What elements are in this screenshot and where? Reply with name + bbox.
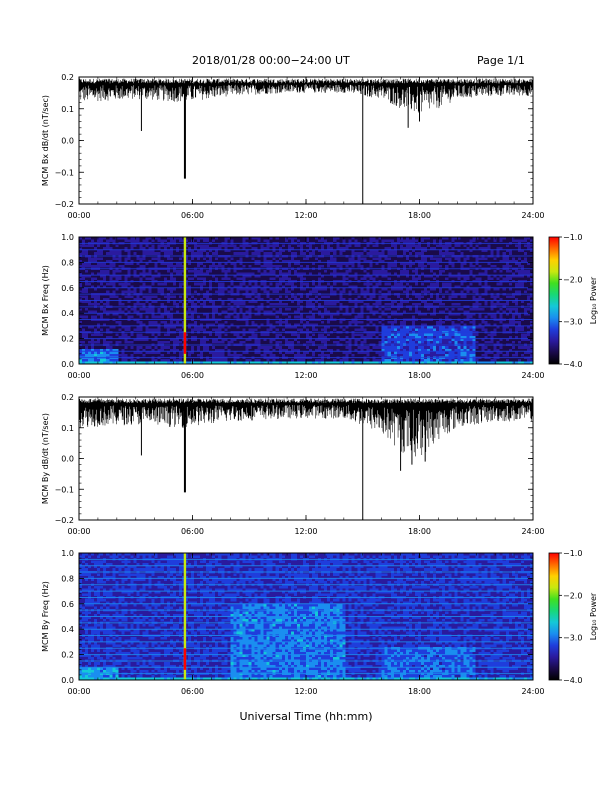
colorbar-label: Log₁₀ Power — [589, 276, 598, 324]
x-tick-label: 24:00 — [521, 371, 544, 380]
x-tick-label: 12:00 — [294, 211, 317, 220]
y-tick-label: 0.6 — [61, 600, 74, 609]
y-tick-label: −0.2 — [55, 200, 74, 209]
x-tick-label: 24:00 — [521, 527, 544, 536]
x-tick-label: 12:00 — [294, 527, 317, 536]
y-tick-label: −0.1 — [55, 485, 74, 494]
signal-trace — [79, 79, 533, 113]
colorbar — [549, 553, 559, 680]
broadband-event-peak — [184, 648, 186, 670]
broadband-event-peak — [184, 332, 186, 354]
x-tick-label: 00:00 — [67, 371, 90, 380]
y-tick-label: 0.6 — [61, 284, 74, 293]
y-tick-label: 0.4 — [61, 309, 74, 318]
y-axis-title: MCM Bx dB/dt (nT/sec) — [41, 95, 50, 186]
y-tick-label: 0.1 — [61, 424, 74, 433]
plot-page: 2018/01/28 00:00−24:00 UT Page 1/1 0.2 0.… — [0, 0, 612, 792]
x-tick-label: 18:00 — [408, 527, 431, 536]
y-tick-label: 0.2 — [61, 393, 74, 402]
y-tick-label: 0.2 — [61, 651, 74, 660]
y-axis-title: MCM By dB/dt (nT/sec) — [41, 413, 50, 504]
y-tick-label: −0.2 — [55, 516, 74, 525]
colorbar-tick-label: −1.0 — [563, 549, 582, 558]
colorbar — [549, 237, 559, 364]
colorbar-tick-label: −2.0 — [563, 275, 582, 284]
spectrogram-panel-4: −1.0 −2.0 −3.0 −4.0 Log₁₀ Power 1.0 0.8 0.6 0.4 0… — [41, 549, 598, 696]
y-tick-label: 0.2 — [61, 73, 74, 82]
x-tick-label: 00:00 — [67, 211, 90, 220]
x-tick-label: 06:00 — [181, 371, 204, 380]
time-series-panel-1: 0.2 0.1 0.0 −0.1 −0.2 00:00 06:00 12:00 18:00 24:… — [41, 73, 545, 220]
x-tick-label: 12:00 — [294, 687, 317, 696]
colorbar-tick-label: −1.0 — [563, 233, 582, 242]
y-tick-label: 0.8 — [61, 574, 74, 583]
y-tick-label: 0.0 — [61, 137, 74, 146]
y-tick-label: 0.0 — [61, 455, 74, 464]
y-tick-label: 0.4 — [61, 625, 74, 634]
y-tick-label: −0.1 — [55, 168, 74, 177]
y-tick-label: 1.0 — [61, 233, 74, 242]
y-tick-label: 0.8 — [61, 258, 74, 267]
x-tick-label: 00:00 — [67, 527, 90, 536]
spectrogram-panel-2: −1.0 −2.0 −3.0 −4.0 Log₁₀ Power 1.0 0.8 0.6 0.4 0… — [41, 233, 598, 380]
y-tick-label: 0.0 — [61, 360, 74, 369]
colorbar-tick-label: −3.0 — [563, 634, 582, 643]
colorbar-tick-label: −4.0 — [563, 676, 582, 685]
colorbar-label: Log₁₀ Power — [589, 592, 598, 640]
x-tick-label: 06:00 — [181, 687, 204, 696]
x-tick-label: 12:00 — [294, 371, 317, 380]
x-tick-label: 06:00 — [181, 211, 204, 220]
time-series-panel-3: 0.2 0.1 0.0 −0.1 −0.2 00:00 06:00 12:00 18:00 24:… — [41, 393, 545, 536]
x-tick-label: 06:00 — [181, 527, 204, 536]
x-tick-label: 18:00 — [408, 687, 431, 696]
colorbar-tick-label: −4.0 — [563, 360, 582, 369]
x-tick-label: 24:00 — [521, 211, 544, 220]
y-tick-label: 0.1 — [61, 105, 74, 114]
colorbar-tick-label: −3.0 — [563, 318, 582, 327]
y-tick-label: 0.0 — [61, 676, 74, 685]
colorbar-tick-label: −2.0 — [563, 591, 582, 600]
y-axis-title: MCM Bx Freq (Hz) — [41, 265, 50, 336]
y-tick-label: 0.2 — [61, 335, 74, 344]
x-axis-title: Universal Time (hh:mm) — [240, 710, 373, 723]
signal-trace — [79, 399, 533, 457]
charts-canvas: 0.2 0.1 0.0 −0.1 −0.2 00:00 06:00 12:00 18:00 24:… — [0, 0, 612, 792]
x-tick-label: 00:00 — [67, 687, 90, 696]
y-axis-title: MCM By Freq (Hz) — [41, 581, 50, 652]
x-tick-label: 18:00 — [408, 211, 431, 220]
y-tick-label: 1.0 — [61, 549, 74, 558]
x-tick-label: 24:00 — [521, 687, 544, 696]
x-tick-label: 18:00 — [408, 371, 431, 380]
